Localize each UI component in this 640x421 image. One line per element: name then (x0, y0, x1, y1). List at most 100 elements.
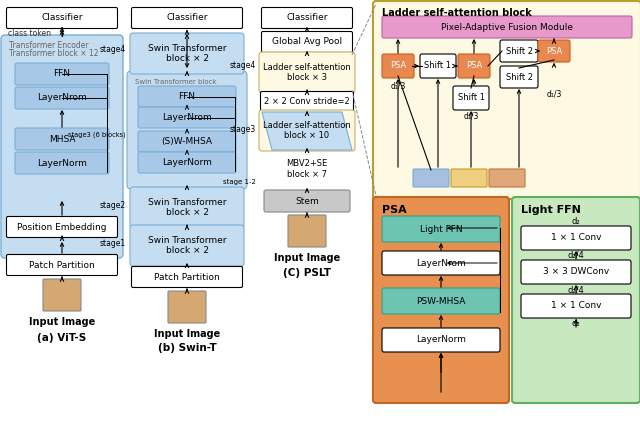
FancyBboxPatch shape (6, 255, 118, 275)
Text: LayerNorm: LayerNorm (162, 158, 212, 167)
Text: Swin Transformer
block × 2: Swin Transformer block × 2 (148, 236, 227, 255)
Text: LayerNrom: LayerNrom (37, 93, 87, 102)
FancyBboxPatch shape (373, 1, 640, 199)
Text: Ladder self-attention
block × 10: Ladder self-attention block × 10 (263, 121, 351, 140)
Text: Position Embedding: Position Embedding (17, 223, 107, 232)
Text: d₂: d₂ (572, 218, 580, 226)
Text: stage 1-2: stage 1-2 (223, 179, 256, 185)
Text: Ladder self-attention
block × 3: Ladder self-attention block × 3 (263, 63, 351, 82)
FancyBboxPatch shape (521, 226, 631, 250)
Text: stage4: stage4 (230, 61, 256, 69)
Text: Shift 1: Shift 1 (424, 61, 451, 70)
Text: Light FFN: Light FFN (521, 205, 581, 215)
FancyBboxPatch shape (130, 187, 244, 228)
Text: stage3 (6 blocks): stage3 (6 blocks) (68, 132, 126, 138)
Text: Transformer Encoder: Transformer Encoder (9, 42, 88, 51)
FancyBboxPatch shape (382, 54, 414, 78)
FancyBboxPatch shape (138, 152, 236, 173)
Text: stage3: stage3 (230, 125, 256, 134)
Text: PSA: PSA (382, 205, 407, 215)
FancyBboxPatch shape (259, 52, 355, 93)
Text: Patch Partition: Patch Partition (29, 261, 95, 269)
FancyBboxPatch shape (6, 216, 118, 237)
FancyBboxPatch shape (138, 107, 236, 128)
FancyBboxPatch shape (512, 197, 640, 403)
FancyBboxPatch shape (382, 251, 500, 275)
Text: Classifier: Classifier (286, 13, 328, 22)
FancyBboxPatch shape (15, 63, 109, 85)
Text: Shift 1: Shift 1 (458, 93, 484, 102)
Text: 1 × 1 Conv: 1 × 1 Conv (551, 234, 601, 242)
Text: stage2: stage2 (100, 200, 126, 210)
Text: Ladder self-attention block: Ladder self-attention block (382, 8, 532, 18)
FancyBboxPatch shape (458, 54, 490, 78)
FancyBboxPatch shape (131, 8, 243, 29)
Text: 1 × 1 Conv: 1 × 1 Conv (551, 301, 601, 311)
FancyBboxPatch shape (168, 291, 206, 323)
FancyBboxPatch shape (262, 32, 353, 53)
Text: d₁/3: d₁/3 (547, 90, 562, 99)
Text: FFN: FFN (179, 92, 195, 101)
Text: (S)W-MHSA: (S)W-MHSA (161, 137, 212, 146)
FancyBboxPatch shape (500, 66, 538, 88)
Text: d₂/4: d₂/4 (568, 250, 584, 259)
Text: PSW-MHSA: PSW-MHSA (416, 296, 466, 306)
Text: Patch Partition: Patch Partition (154, 272, 220, 282)
Text: stage4: stage4 (100, 45, 126, 54)
Text: Shift 2: Shift 2 (506, 46, 532, 56)
Text: PSA: PSA (546, 46, 562, 56)
FancyBboxPatch shape (382, 328, 500, 352)
FancyBboxPatch shape (264, 190, 350, 212)
Text: (a) ViT-S: (a) ViT-S (37, 333, 86, 343)
Polygon shape (262, 112, 352, 150)
Text: Light FFN: Light FFN (420, 224, 462, 234)
FancyBboxPatch shape (453, 86, 489, 110)
Text: Input Image: Input Image (29, 317, 95, 327)
FancyBboxPatch shape (131, 266, 243, 288)
FancyBboxPatch shape (15, 87, 109, 109)
Text: 2 × 2 Conv stride=2: 2 × 2 Conv stride=2 (264, 98, 350, 107)
Text: (C) PSLT: (C) PSLT (283, 268, 331, 278)
Text: d₂/4: d₂/4 (568, 285, 584, 295)
FancyBboxPatch shape (373, 197, 509, 403)
Text: Classifier: Classifier (41, 13, 83, 22)
FancyBboxPatch shape (127, 71, 247, 189)
Text: LayerNorm: LayerNorm (37, 158, 87, 168)
Text: d₂: d₂ (572, 319, 580, 328)
FancyBboxPatch shape (262, 8, 353, 29)
Text: 3 × 3 DWConv: 3 × 3 DWConv (543, 267, 609, 277)
Text: Swin Transformer
block × 2: Swin Transformer block × 2 (148, 44, 227, 63)
Text: Input Image: Input Image (154, 329, 220, 339)
FancyBboxPatch shape (382, 16, 632, 38)
Text: class token: class token (8, 29, 51, 38)
FancyBboxPatch shape (521, 260, 631, 284)
FancyBboxPatch shape (1, 35, 123, 258)
FancyBboxPatch shape (500, 40, 538, 62)
FancyBboxPatch shape (538, 40, 570, 62)
FancyBboxPatch shape (15, 152, 109, 174)
Text: Input Image: Input Image (274, 253, 340, 263)
FancyBboxPatch shape (521, 294, 631, 318)
FancyBboxPatch shape (43, 279, 81, 311)
FancyBboxPatch shape (130, 33, 244, 74)
Text: Transformer block × 12: Transformer block × 12 (9, 48, 99, 58)
Text: LayerNrom: LayerNrom (416, 258, 466, 267)
Text: Classifier: Classifier (166, 13, 208, 22)
Text: Shift 2: Shift 2 (506, 72, 532, 82)
FancyBboxPatch shape (413, 169, 449, 187)
FancyBboxPatch shape (138, 86, 236, 107)
FancyBboxPatch shape (260, 91, 353, 112)
Text: Pixel-Adaptive Fusion Module: Pixel-Adaptive Fusion Module (441, 22, 573, 32)
Text: PSA: PSA (390, 61, 406, 70)
Text: Global Avg Pool: Global Avg Pool (272, 37, 342, 46)
FancyBboxPatch shape (288, 215, 326, 247)
Text: Swin Transformer block: Swin Transformer block (135, 79, 216, 85)
Text: MBV2+SE
block × 7: MBV2+SE block × 7 (286, 159, 328, 179)
FancyBboxPatch shape (382, 216, 500, 242)
FancyBboxPatch shape (259, 110, 355, 151)
Text: LayerNrom: LayerNrom (162, 113, 212, 122)
FancyBboxPatch shape (451, 169, 487, 187)
FancyBboxPatch shape (130, 225, 244, 266)
FancyBboxPatch shape (6, 8, 118, 29)
Text: d₁/3: d₁/3 (463, 112, 479, 120)
